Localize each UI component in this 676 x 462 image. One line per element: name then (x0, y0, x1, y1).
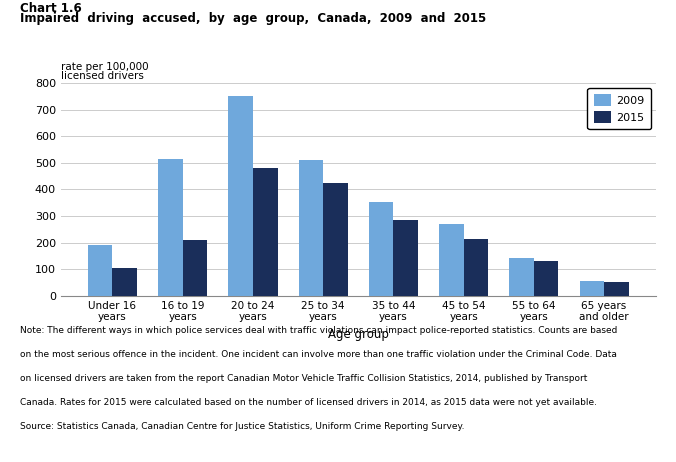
Bar (299, 160, 323, 296)
Bar (464, 238, 488, 296)
Text: Canada. Rates for 2015 were calculated based on the number of licensed drivers i: Canada. Rates for 2015 were calculated b… (20, 398, 598, 407)
X-axis label: Age group: Age group (328, 328, 389, 340)
Bar (158, 159, 183, 296)
Bar (183, 240, 208, 296)
Bar (579, 281, 604, 296)
Bar (88, 245, 112, 296)
Bar (253, 168, 278, 296)
Bar (393, 220, 418, 296)
Text: on licensed drivers are taken from the report Canadian Motor Vehicle Traffic Col: on licensed drivers are taken from the r… (20, 374, 587, 383)
Bar (369, 202, 393, 296)
Legend: 2009, 2015: 2009, 2015 (587, 88, 651, 129)
Bar (509, 258, 534, 296)
Text: rate per 100,000: rate per 100,000 (61, 61, 149, 72)
Text: Chart 1.6: Chart 1.6 (20, 2, 82, 15)
Text: Source: Statistics Canada, Canadian Centre for Justice Statistics, Uniform Crime: Source: Statistics Canada, Canadian Cent… (20, 422, 465, 431)
Text: licensed drivers: licensed drivers (61, 71, 144, 81)
Text: Note: The different ways in which police services deal with traffic violations c: Note: The different ways in which police… (20, 326, 618, 334)
Bar (228, 96, 253, 296)
Bar (323, 183, 347, 296)
Bar (439, 224, 464, 296)
Text: Impaired  driving  accused,  by  age  group,  Canada,  2009  and  2015: Impaired driving accused, by age group, … (20, 12, 487, 24)
Bar (604, 282, 629, 296)
Text: on the most serious offence in the incident. One incident can involve more than : on the most serious offence in the incid… (20, 350, 617, 359)
Bar (112, 268, 137, 296)
Bar (534, 261, 558, 296)
